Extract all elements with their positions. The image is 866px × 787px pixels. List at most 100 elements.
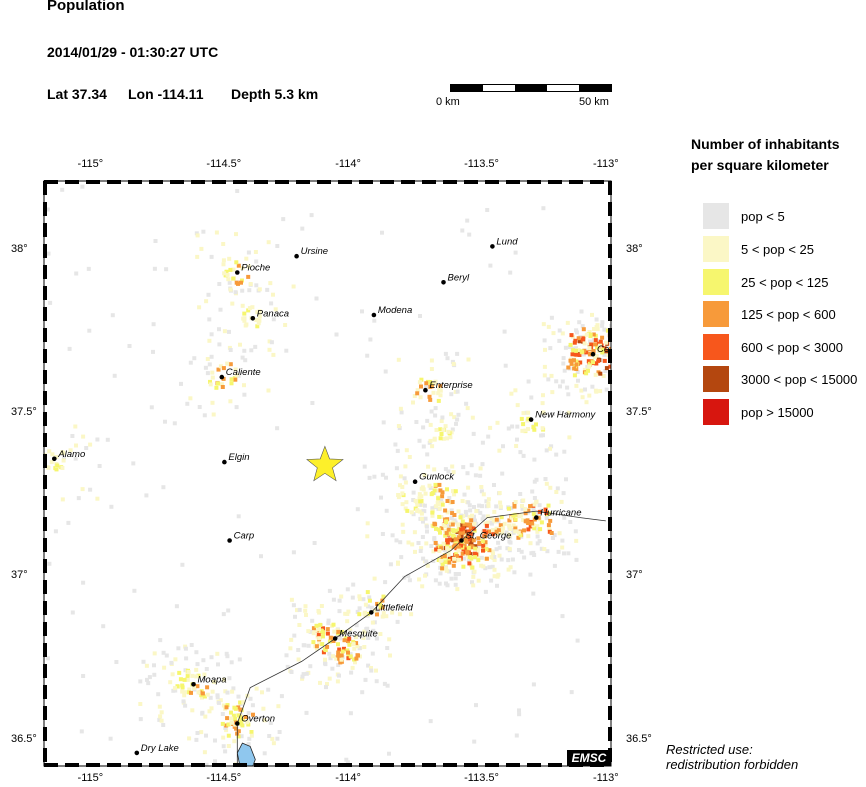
- city-label: Elgin: [228, 452, 249, 463]
- pixel-cell: [508, 565, 513, 570]
- population-cell: [428, 382, 433, 387]
- population-cell: [323, 648, 328, 653]
- population-cell: [244, 256, 249, 261]
- pixel-cell: [506, 558, 511, 563]
- pixel-cell: [300, 676, 305, 681]
- pixel-cell: [157, 704, 162, 709]
- population-cell: [342, 638, 347, 643]
- population-cell: [430, 510, 435, 515]
- pixel-cell: [400, 522, 405, 527]
- pixel-cell: [296, 648, 301, 652]
- population-cell: [511, 513, 516, 518]
- population-cell: [572, 358, 576, 363]
- pixel-cell: [267, 734, 272, 738]
- population-cell: [325, 631, 330, 636]
- pixel-cell: [471, 574, 476, 579]
- pixel-cell: [233, 290, 238, 295]
- pixel-cell: [480, 517, 485, 522]
- pixel-cell: [195, 662, 200, 667]
- pixel-cell: [95, 496, 100, 501]
- population-cell: [574, 348, 579, 353]
- pixel-cell: [179, 381, 183, 386]
- population-cell: [445, 499, 450, 503]
- pixel-cell: [421, 444, 426, 449]
- city-dot: [528, 417, 534, 422]
- pixel-cell: [48, 300, 53, 305]
- legend-label: 600 < pop < 3000: [741, 339, 843, 355]
- pixel-cell: [406, 540, 411, 545]
- pixel-cell: [243, 358, 248, 363]
- population-cell: [328, 635, 333, 640]
- event-datetime: 2014/01/29 - 01:30:27 UTC: [47, 44, 219, 60]
- population-cell: [192, 686, 197, 690]
- pixel-cell: [575, 638, 580, 643]
- population-cell: [228, 267, 233, 272]
- pixel-cell: [176, 646, 181, 651]
- population-cell: [47, 449, 52, 454]
- pixel-cell: [467, 503, 472, 508]
- pixel-cell: [335, 679, 340, 684]
- population-cell: [445, 517, 450, 522]
- city-label: Dry Lake: [141, 743, 179, 754]
- pixel-cell: [424, 541, 429, 546]
- pixel-cell: [513, 388, 518, 393]
- pixel-cell: [560, 614, 565, 619]
- pixel-cell: [369, 668, 374, 673]
- population-cell: [450, 511, 455, 516]
- population-cell: [190, 673, 195, 678]
- pixel-cell: [491, 518, 496, 523]
- population-cell: [520, 428, 525, 433]
- pixel-cell: [246, 250, 251, 255]
- population-cell: [507, 518, 512, 523]
- population-cell: [229, 720, 234, 725]
- population-cell: [354, 641, 359, 646]
- population-cell: [538, 527, 543, 532]
- pixel-cell: [492, 558, 497, 562]
- population-cell: [372, 608, 377, 613]
- population-cell: [439, 432, 444, 436]
- population-cell: [446, 527, 451, 532]
- population-cell: [357, 594, 362, 599]
- population-cell: [336, 629, 340, 634]
- population-cell: [348, 654, 353, 659]
- pixel-cell: [515, 424, 520, 429]
- pixel-cell: [431, 559, 436, 563]
- population-cell: [574, 359, 579, 364]
- legend-label: pop < 5: [741, 208, 785, 224]
- pixel-cell: [449, 412, 454, 417]
- population-cell: [436, 496, 441, 501]
- population-cell: [378, 604, 383, 609]
- pixel-cell: [582, 367, 587, 372]
- pixel-cell: [609, 324, 611, 328]
- pixel-cell: [453, 520, 458, 525]
- pixel-cell: [579, 388, 584, 393]
- pixel-cell: [300, 226, 305, 231]
- population-cell: [457, 557, 462, 562]
- pixel-cell: [604, 387, 609, 392]
- population-cell: [186, 670, 191, 674]
- pixel-cell: [508, 540, 513, 545]
- pixel-cell: [304, 710, 309, 715]
- pixel-cell: [494, 504, 499, 509]
- pixel-cell: [613, 384, 617, 388]
- pixel-cell: [361, 597, 366, 602]
- pixel-cell: [465, 218, 470, 223]
- pixel-cell: [518, 492, 523, 496]
- population-cell: [546, 523, 551, 528]
- population-cell: [593, 338, 598, 343]
- pixel-cell: [557, 338, 562, 343]
- population-cell: [231, 276, 236, 281]
- population-cell: [548, 518, 553, 523]
- pixel-cell: [205, 357, 210, 361]
- population-cell: [520, 504, 524, 508]
- population-cell: [339, 657, 344, 662]
- pixel-cell: [422, 473, 427, 478]
- pixel-cell: [222, 677, 227, 682]
- pixel-cell: [517, 712, 522, 717]
- population-cell: [593, 342, 597, 347]
- population-cell: [440, 502, 445, 507]
- pixel-cell: [204, 667, 209, 671]
- population-cell: [352, 657, 356, 662]
- pixel-cell: [432, 381, 437, 386]
